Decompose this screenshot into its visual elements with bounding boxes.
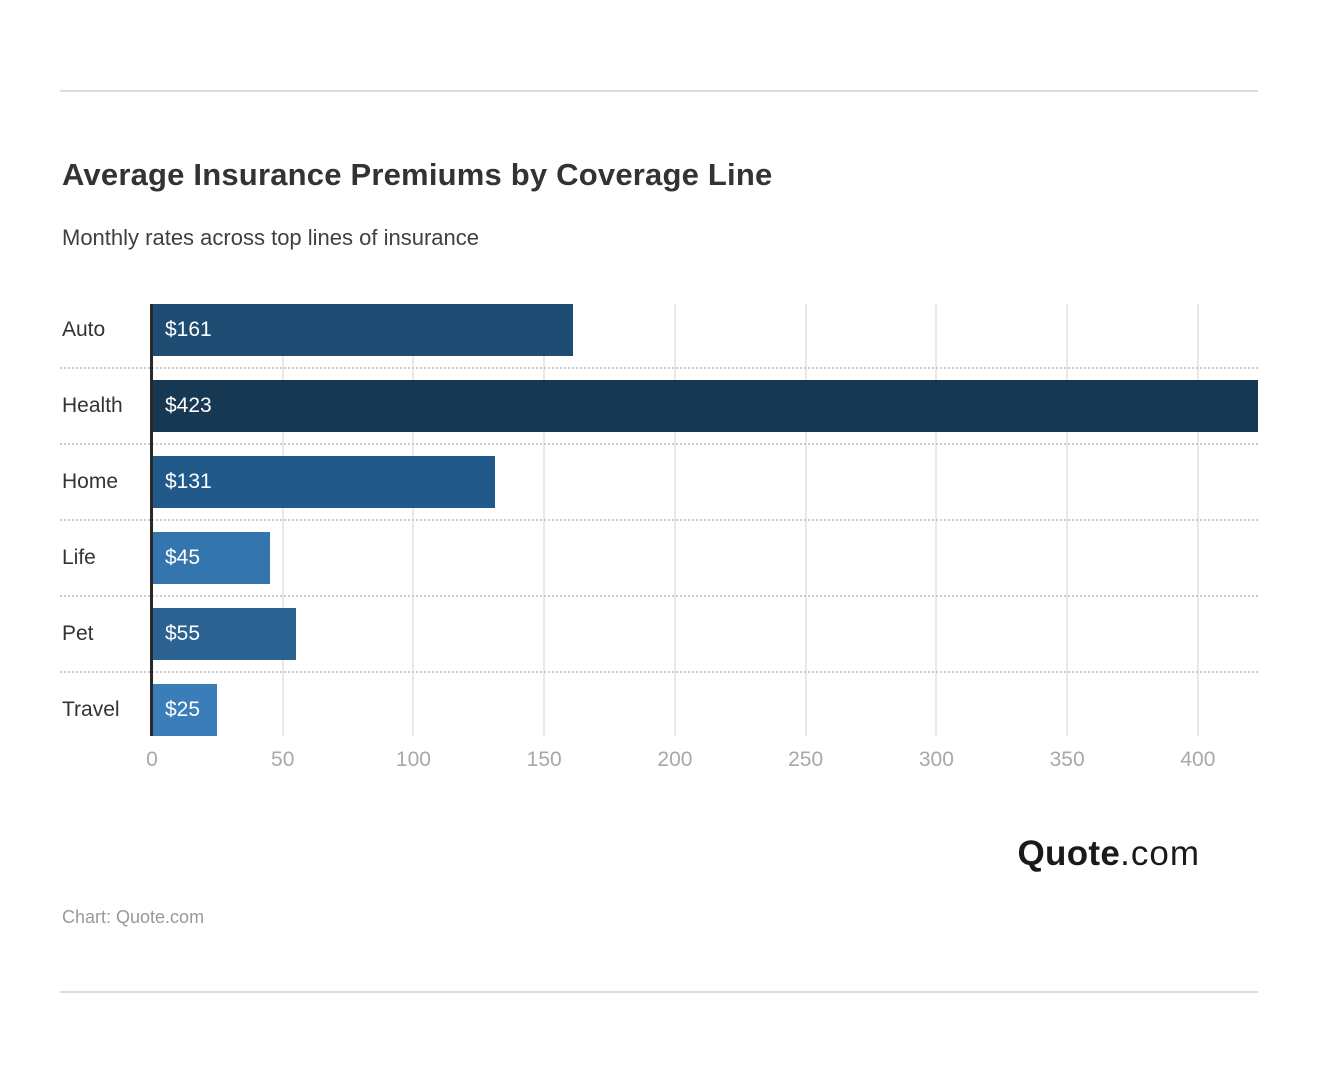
bar: $55	[152, 608, 296, 660]
category-label: Health	[62, 394, 123, 417]
row-separator	[60, 443, 1258, 445]
bar: $131	[152, 456, 495, 508]
quote-logo: Quote.com	[1018, 832, 1200, 876]
bar-row: Health $423	[60, 380, 1258, 432]
bar-row: Home $131	[60, 456, 1258, 508]
x-tick-label: 250	[788, 748, 824, 771]
category-label: Travel	[62, 698, 120, 721]
x-tick-label: 300	[918, 748, 954, 771]
bar-value-label: $161	[165, 318, 212, 341]
bar: $25	[152, 684, 218, 736]
category-label: Auto	[62, 318, 106, 341]
bar: $423	[152, 380, 1258, 432]
x-tick-label: 100	[395, 748, 431, 771]
bottom-divider	[60, 991, 1258, 993]
bar-row: Travel $25	[60, 684, 1258, 736]
x-tick-label: 0	[146, 748, 158, 771]
bar-value-label: $131	[165, 470, 212, 493]
category-label: Pet	[62, 622, 94, 645]
x-axis: 0 50 100 150 200 250 300 350 400	[146, 746, 1258, 774]
logo-wordmark-bold: Quote	[1017, 834, 1121, 873]
bar-row: Auto $161	[60, 304, 1258, 356]
row-separator	[60, 367, 1258, 369]
bar-chart: Auto $161 Health $423 Home $131 Life $45 Pet $55 T…	[60, 304, 1258, 736]
row-separator	[60, 595, 1258, 597]
logo-wordmark-light: .com	[1120, 834, 1200, 873]
bar-value-label: $423	[165, 394, 212, 417]
row-separator	[60, 671, 1258, 673]
bar-value-label: $45	[165, 546, 201, 569]
bar-row: Pet $55	[60, 608, 1258, 660]
top-divider	[60, 90, 1258, 92]
category-label: Home	[62, 470, 119, 493]
x-tick-label: 400	[1180, 748, 1216, 771]
chart-subtitle: Monthly rates across top lines of insura…	[62, 225, 479, 250]
bar-value-label: $55	[165, 622, 201, 645]
row-separator	[60, 519, 1258, 521]
bar: $161	[152, 304, 573, 356]
bar: $45	[152, 532, 270, 584]
x-tick-label: 150	[526, 748, 562, 771]
chart-attribution: Chart: Quote.com	[62, 907, 205, 927]
y-axis-line	[150, 304, 153, 736]
x-tick-label: 200	[657, 748, 693, 771]
bar-value-label: $25	[165, 698, 201, 721]
bar-row: Life $45	[60, 532, 1258, 584]
category-label: Life	[62, 546, 96, 569]
x-tick-label: 50	[271, 748, 295, 771]
x-tick-label: 350	[1049, 748, 1085, 771]
chart-title: Average Insurance Premiums by Coverage L…	[62, 157, 773, 192]
